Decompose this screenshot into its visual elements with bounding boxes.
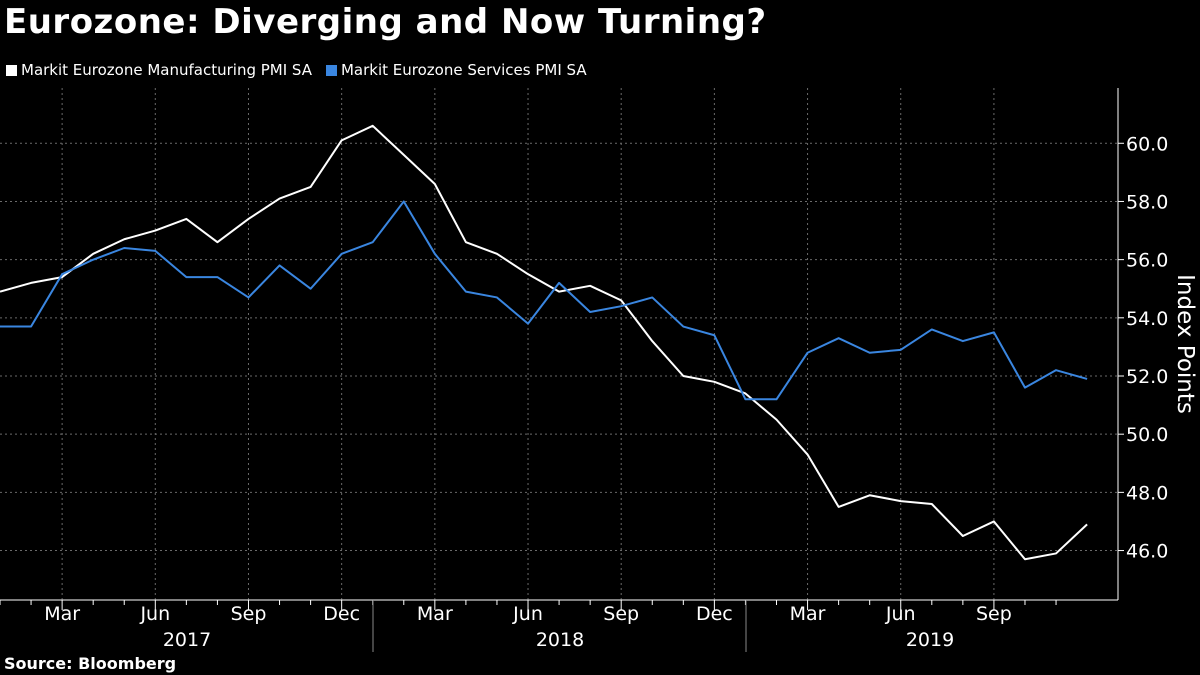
y-tick-label: 46.0 [1126,541,1168,563]
legend-swatch-manufacturing [6,64,17,76]
chart-title: Eurozone: Diverging and Now Turning? [4,2,767,42]
x-tick-label: Jun [512,603,543,625]
y-tick-label: 52.0 [1126,366,1168,388]
y-axis-title: Index Points [1172,274,1198,414]
x-tick-label: Dec [696,603,733,625]
x-tick-label: Jun [885,603,916,625]
year-label: 2019 [906,629,954,651]
year-label: 2018 [536,629,584,651]
y-tick-label: 60.0 [1126,133,1168,155]
y-tick-label: 54.0 [1126,308,1168,330]
x-tick-label: Sep [603,603,639,625]
series-line-services [0,200,1088,401]
legend-item-manufacturing: Markit Eurozone Manufacturing PMI SA [6,61,312,79]
series-line-manufacturing [0,124,1088,561]
legend: Markit Eurozone Manufacturing PMI SA Mar… [6,61,587,79]
x-tick-label: Dec [323,603,360,625]
legend-swatch-services [325,64,337,76]
y-tick-label: 58.0 [1126,191,1168,213]
legend-label-manufacturing: Markit Eurozone Manufacturing PMI SA [21,61,312,79]
y-tick-label: 56.0 [1126,250,1168,272]
x-tick-label: Jun [139,603,170,625]
x-tick-label: Mar [790,603,826,625]
year-label: 2017 [163,629,211,651]
x-tick-label: Mar [44,603,80,625]
legend-item-services: Markit Eurozone Services PMI SA [325,61,587,79]
legend-label-services: Markit Eurozone Services PMI SA [340,61,587,79]
y-tick-label: 50.0 [1126,424,1168,446]
x-tick-label: Sep [976,603,1012,625]
x-tick-label: Sep [231,603,267,625]
x-tick-label: Mar [417,603,453,625]
y-tick-label: 48.0 [1126,482,1168,504]
source-note: Source: Bloomberg [4,654,177,673]
